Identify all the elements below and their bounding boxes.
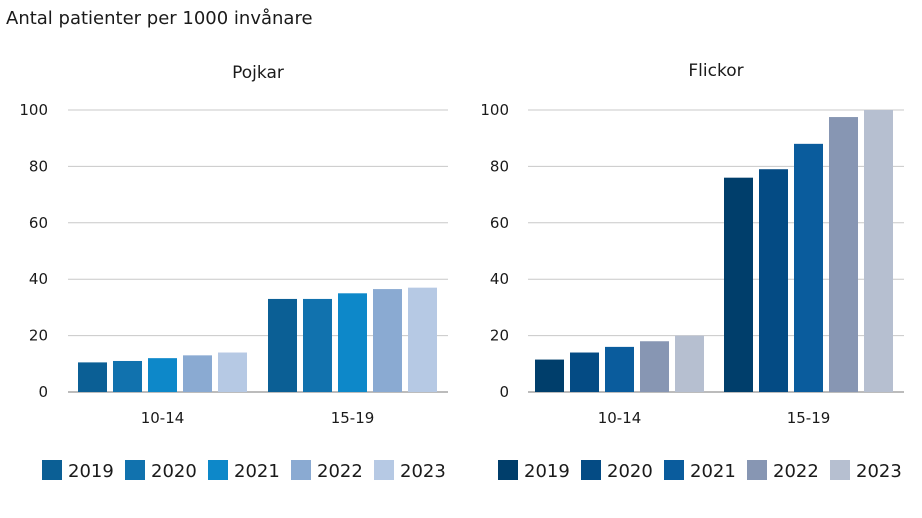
y-tick-label-pojkar-20: 20 <box>29 327 48 345</box>
x-tick-label-pojkar-15-19: 15-19 <box>331 409 375 427</box>
legend-label-flickor-2019: 2019 <box>524 461 570 482</box>
y-tick-label-flickor-0: 0 <box>499 383 509 401</box>
y-tick-label-flickor-60: 60 <box>490 214 509 232</box>
bar-pojkar-15-19-2023 <box>408 287 437 392</box>
legend-label-pojkar-2019: 2019 <box>68 461 114 482</box>
panel-title-flickor: Flickor <box>688 61 743 81</box>
legend-swatch-pojkar-2023 <box>374 460 394 480</box>
panel-title-pojkar: Pojkar <box>232 63 284 83</box>
bar-flickor-10-14-2023 <box>675 335 704 392</box>
bar-pojkar-10-14-2022 <box>183 355 212 392</box>
bar-flickor-15-19-2023 <box>864 110 893 392</box>
legend-label-flickor-2021: 2021 <box>690 461 736 482</box>
bar-flickor-10-14-2022 <box>640 341 669 392</box>
bar-flickor-15-19-2022 <box>829 117 858 393</box>
bar-pojkar-10-14-2020 <box>113 360 142 392</box>
y-tick-label-pojkar-60: 60 <box>29 214 48 232</box>
legend-label-flickor-2023: 2023 <box>856 461 902 482</box>
legend-swatch-pojkar-2020 <box>125 460 145 480</box>
legend-swatch-flickor-2023 <box>830 460 850 480</box>
legend-swatch-flickor-2020 <box>581 460 601 480</box>
y-tick-label-pojkar-0: 0 <box>38 383 48 401</box>
legend-swatch-pojkar-2022 <box>291 460 311 480</box>
legend-label-flickor-2020: 2020 <box>607 461 653 482</box>
legend-swatch-pojkar-2019 <box>42 460 62 480</box>
y-tick-label-pojkar-100: 100 <box>19 101 48 119</box>
x-tick-label-flickor-15-19: 15-19 <box>787 409 831 427</box>
bar-flickor-15-19-2019 <box>724 177 753 392</box>
y-tick-label-flickor-80: 80 <box>490 157 509 175</box>
bar-flickor-15-19-2020 <box>759 169 788 392</box>
bar-pojkar-15-19-2022 <box>373 289 402 392</box>
y-tick-label-flickor-20: 20 <box>490 327 509 345</box>
y-tick-label-flickor-40: 40 <box>490 270 509 288</box>
legend-swatch-flickor-2019 <box>498 460 518 480</box>
bar-pojkar-15-19-2021 <box>338 293 367 392</box>
page-title: Antal patienter per 1000 invånare <box>6 8 313 29</box>
bar-pojkar-15-19-2020 <box>303 298 332 392</box>
y-tick-label-pojkar-40: 40 <box>29 270 48 288</box>
bar-flickor-10-14-2019 <box>535 359 564 392</box>
y-tick-label-flickor-100: 100 <box>480 101 509 119</box>
bar-flickor-10-14-2020 <box>570 352 599 392</box>
legend-label-pojkar-2022: 2022 <box>317 461 363 482</box>
legend-swatch-pojkar-2021 <box>208 460 228 480</box>
bar-pojkar-15-19-2019 <box>268 298 297 392</box>
legend-swatch-flickor-2021 <box>664 460 684 480</box>
x-tick-label-flickor-10-14: 10-14 <box>598 409 642 427</box>
legend-label-pojkar-2021: 2021 <box>234 461 280 482</box>
bar-flickor-10-14-2021 <box>605 346 634 392</box>
legend-label-flickor-2022: 2022 <box>773 461 819 482</box>
x-tick-label-pojkar-10-14: 10-14 <box>141 409 185 427</box>
bar-pojkar-10-14-2023 <box>218 352 247 392</box>
legend-label-pojkar-2020: 2020 <box>151 461 197 482</box>
legend-swatch-flickor-2022 <box>747 460 767 480</box>
y-tick-label-pojkar-80: 80 <box>29 157 48 175</box>
bar-pojkar-10-14-2019 <box>78 362 107 392</box>
legend-label-pojkar-2023: 2023 <box>400 461 446 482</box>
bar-flickor-15-19-2021 <box>794 143 823 392</box>
bar-pojkar-10-14-2021 <box>148 358 177 392</box>
